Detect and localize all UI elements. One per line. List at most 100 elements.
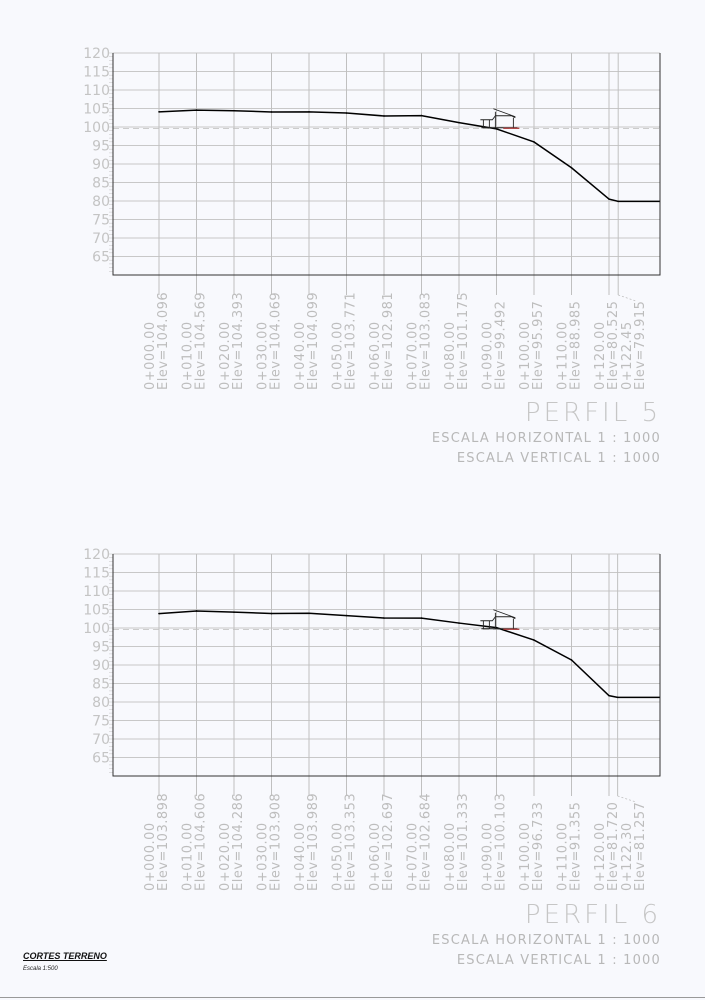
profile-point	[308, 111, 310, 113]
station-label: 0+060.00	[368, 822, 383, 891]
elevation-label: Elev=103.908	[269, 793, 284, 891]
elevation-label: Elev=103.898	[156, 793, 171, 891]
station-label-leader	[618, 294, 637, 302]
profile-point	[270, 612, 273, 615]
elevation-label: Elev=102.684	[419, 793, 434, 891]
profile-point	[345, 614, 348, 617]
station-label: 0+120.00	[593, 321, 608, 390]
elevation-label: Elev=104.569	[194, 292, 209, 390]
elevation-label: Elev=95.957	[531, 301, 546, 390]
profile-point	[308, 612, 310, 615]
station-label: 0+040.00	[293, 822, 308, 891]
elevation-label: Elev=81.257	[633, 802, 648, 891]
elevation-label: Elev=103.989	[306, 793, 321, 891]
profile-point	[195, 610, 198, 612]
y-tick-label: 110	[83, 584, 110, 600]
profile-5: 657075808590951001051101151200+000.00Ele…	[83, 46, 661, 390]
elevation-label: Elev=99.492	[494, 301, 509, 390]
station-label: 0+020.00	[218, 822, 233, 891]
profile-point	[458, 121, 460, 124]
profile-point	[420, 617, 423, 619]
y-tick-label: 120	[83, 547, 110, 563]
elevation-label: Elev=91.355	[569, 802, 584, 891]
y-tick-label: 70	[92, 732, 110, 748]
profile-point	[383, 115, 385, 117]
station-label: 0+010.00	[181, 321, 196, 390]
elevation-label: Elev=88.985	[569, 301, 584, 390]
profile-5-horizontal-scale: ESCALA HORIZONTAL 1 : 1000	[431, 431, 661, 446]
y-tick-label: 115	[83, 566, 110, 582]
profile-5-vertical-scale: ESCALA VERTICAL 1 : 1000	[456, 451, 661, 466]
y-tick-label: 80	[92, 194, 110, 210]
y-tick-label: 90	[92, 658, 110, 674]
elevation-label: Elev=81.720	[606, 802, 621, 891]
elevation-label: Elev=104.099	[306, 292, 321, 390]
y-tick-label: 120	[83, 46, 110, 62]
plot-frame	[112, 554, 661, 777]
station-label: 0+030.00	[256, 321, 271, 390]
profile-point	[616, 696, 619, 699]
elevation-label: Elev=101.333	[456, 793, 471, 891]
station-label: 0+122.30	[620, 822, 635, 891]
y-tick-label: 100	[83, 621, 110, 637]
profile-point	[195, 109, 198, 111]
station-label: 0+070.00	[406, 321, 421, 390]
station-label: 0+020.00	[218, 321, 233, 390]
y-tick-label: 85	[92, 677, 110, 693]
y-tick-label: 95	[92, 640, 110, 656]
station-label: 0+080.00	[443, 822, 458, 891]
y-tick-label: 75	[92, 714, 110, 730]
station-label: 0+080.00	[443, 321, 458, 390]
profile-point	[233, 109, 235, 112]
station-label: 0+100.00	[518, 321, 533, 390]
profile-point	[383, 617, 385, 619]
profile-point	[495, 626, 498, 629]
profile-point	[533, 141, 535, 143]
station-label: 0+120.00	[593, 822, 608, 891]
profile-point	[345, 112, 348, 114]
elevation-label: Elev=101.175	[456, 292, 471, 390]
profile-6-title: PERFIL 6	[524, 900, 661, 930]
profile-6: 657075808590951001051101151200+000.00Ele…	[83, 547, 661, 891]
profile-point	[158, 111, 160, 113]
elevation-label: Elev=80.525	[606, 301, 621, 390]
station-label: 0+090.00	[481, 321, 496, 390]
elevation-label: Elev=104.286	[231, 793, 246, 891]
y-tick-label: 65	[92, 751, 110, 767]
profile-point	[533, 639, 535, 641]
elevation-label: Elev=104.069	[269, 292, 284, 390]
house-icon	[480, 108, 518, 129]
elevation-label: Elev=102.981	[381, 292, 396, 390]
profile-point	[617, 200, 619, 203]
sheet-frame-border	[0, 997, 705, 998]
profile-point	[420, 114, 423, 117]
elevation-label: Elev=79.915	[633, 301, 648, 390]
station-label-leader	[617, 795, 637, 803]
y-tick-label: 75	[92, 213, 110, 229]
y-tick-label: 100	[83, 120, 110, 136]
y-tick-label: 95	[92, 139, 110, 155]
profile-point	[270, 111, 273, 113]
elevation-label: Elev=104.096	[156, 292, 171, 390]
sheet-title: CORTES TERRENO	[23, 951, 107, 961]
elevation-label: Elev=100.103	[494, 793, 509, 891]
station-label: 0+000.00	[143, 822, 158, 891]
elevation-label: Elev=103.353	[344, 793, 359, 891]
y-tick-label: 80	[92, 695, 110, 711]
plot-frame	[112, 53, 661, 276]
elevation-label: Elev=102.697	[381, 793, 396, 891]
station-label: 0+050.00	[331, 321, 346, 390]
y-tick-label: 105	[83, 603, 110, 619]
station-label: 0+010.00	[181, 822, 196, 891]
y-tick-label: 85	[92, 176, 110, 192]
station-label: 0+090.00	[481, 822, 496, 891]
profile-point	[608, 694, 610, 697]
y-tick-label: 65	[92, 250, 110, 266]
profile-point	[608, 198, 610, 200]
y-tick-label: 110	[83, 83, 110, 99]
station-label: 0+030.00	[256, 822, 271, 891]
station-label: 0+050.00	[331, 822, 346, 891]
elevation-label: Elev=104.606	[194, 793, 209, 891]
house-icon	[480, 609, 518, 630]
